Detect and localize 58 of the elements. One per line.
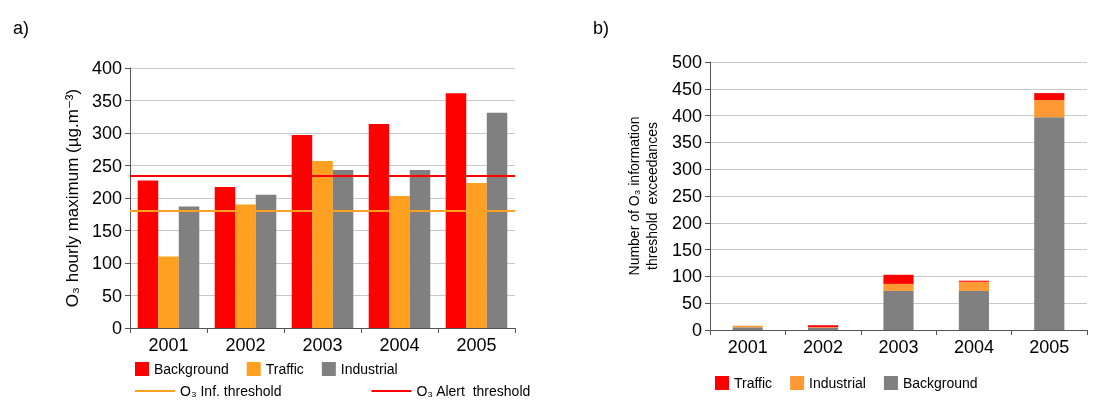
y-tick-label: 50 bbox=[101, 285, 122, 306]
chart-title: a) bbox=[13, 18, 30, 38]
y-tick-label: 100 bbox=[91, 253, 122, 273]
y-tick-label: 100 bbox=[671, 266, 702, 287]
bar bbox=[1034, 117, 1065, 330]
bar bbox=[255, 194, 277, 328]
x-tick-label: 2001 bbox=[148, 335, 189, 355]
x-tick-label: 2005 bbox=[1029, 337, 1070, 357]
legend-label: Traffic bbox=[265, 361, 304, 377]
bar bbox=[958, 281, 989, 291]
bar bbox=[1034, 100, 1065, 118]
bar bbox=[137, 180, 159, 328]
y-tick-label: 250 bbox=[671, 186, 702, 206]
x-tick-label: 2002 bbox=[803, 337, 844, 357]
y-tick-label: 400 bbox=[91, 58, 122, 78]
x-tick-label: 2003 bbox=[878, 337, 919, 357]
y-tick-label: 250 bbox=[91, 155, 122, 176]
legend-label: Background bbox=[154, 361, 229, 377]
x-tick-label: 2005 bbox=[456, 335, 497, 355]
bar bbox=[409, 170, 431, 328]
y-tick-label: 150 bbox=[671, 239, 702, 260]
bar bbox=[486, 112, 508, 328]
y-tick-label: 200 bbox=[671, 212, 702, 233]
legend-label: Traffic bbox=[734, 375, 773, 391]
x-tick-label: 2003 bbox=[302, 335, 343, 355]
y-tick-label: 150 bbox=[91, 220, 122, 241]
legend-label: Industrial bbox=[809, 375, 866, 391]
x-tick-label: 2001 bbox=[727, 337, 768, 357]
y-axis-title: Number of O₃ information threshold exceedances bbox=[626, 116, 661, 276]
y-tick-label: 350 bbox=[91, 90, 122, 111]
y-tick-label: 50 bbox=[681, 293, 702, 314]
legend-label: Industrial bbox=[340, 361, 398, 377]
y-tick-label: 0 bbox=[691, 320, 702, 340]
x-tick-label: 2004 bbox=[379, 335, 420, 355]
chart-title: b) bbox=[593, 18, 610, 38]
y-tick-label: 350 bbox=[671, 132, 702, 153]
legend-label: O₃ Alert threshold bbox=[416, 383, 531, 399]
y-tick-label: 300 bbox=[671, 159, 702, 180]
y-tick-label: 500 bbox=[671, 52, 702, 72]
legend-label: O₃ Inf. threshold bbox=[180, 383, 282, 399]
bar bbox=[883, 283, 914, 291]
bar bbox=[1034, 93, 1065, 101]
x-tick-label: 2004 bbox=[953, 337, 994, 357]
bar bbox=[214, 186, 236, 328]
y-tick-label: 200 bbox=[91, 188, 122, 208]
bar bbox=[158, 256, 179, 328]
y-tick-label: 300 bbox=[91, 123, 122, 143]
y-tick-label: 450 bbox=[671, 78, 702, 99]
bar bbox=[958, 290, 989, 330]
bar bbox=[332, 170, 354, 328]
y-axis-title: O₃ hourly maximum (µg.m⁻³) bbox=[62, 88, 82, 308]
bar bbox=[883, 274, 914, 284]
y-tick-label: 400 bbox=[671, 105, 702, 126]
x-tick-label: 2002 bbox=[225, 335, 266, 355]
bar bbox=[178, 206, 200, 328]
y-tick-label: 0 bbox=[111, 318, 122, 338]
bar bbox=[883, 290, 914, 330]
legend-label: Background bbox=[902, 375, 978, 391]
